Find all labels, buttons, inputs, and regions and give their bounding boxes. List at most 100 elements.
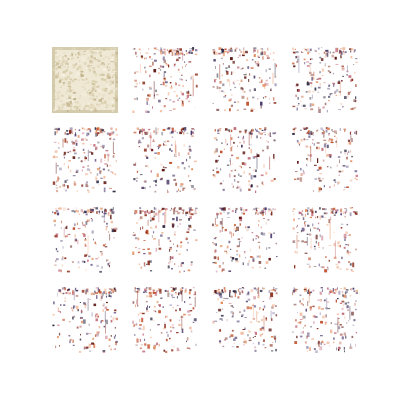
color-streak (73, 290, 75, 301)
noise-speck (113, 53, 116, 57)
color-speck (271, 211, 273, 216)
color-speck (77, 222, 78, 225)
color-speck (144, 343, 147, 346)
color-speck (174, 129, 176, 131)
color-speck (106, 225, 108, 228)
color-speck (298, 211, 302, 214)
color-speck (356, 179, 358, 181)
color-speck (139, 210, 142, 214)
color-speck (64, 138, 67, 143)
color-speck (193, 212, 197, 215)
color-speck (353, 64, 355, 65)
color-speck (169, 161, 173, 164)
color-speck (65, 226, 67, 229)
color-speck (346, 249, 349, 252)
color-speck (54, 131, 57, 136)
color-speck (254, 169, 257, 172)
color-speck (188, 90, 189, 93)
color-speck (158, 49, 160, 52)
color-speck (178, 207, 182, 210)
color-speck (169, 256, 172, 260)
color-speck (252, 209, 254, 211)
color-speck (318, 146, 320, 150)
color-speck (52, 324, 55, 327)
color-speck (351, 78, 354, 82)
color-speck (344, 211, 347, 213)
color-speck (307, 224, 310, 227)
color-streak (62, 138, 64, 148)
color-speck (254, 349, 257, 352)
color-speck (66, 152, 68, 153)
color-speck (260, 212, 263, 215)
noise-speck (64, 55, 66, 57)
color-speck (91, 152, 94, 155)
color-speck (194, 53, 198, 56)
color-speck (261, 48, 263, 50)
color-speck (237, 66, 240, 69)
color-speck (169, 337, 171, 340)
color-streak (112, 141, 114, 154)
noise-speck (115, 76, 118, 79)
color-speck (180, 263, 183, 267)
color-speck (232, 60, 235, 64)
color-speck (228, 49, 230, 51)
noise-speck (96, 73, 98, 76)
color-speck (319, 71, 321, 74)
color-speck (139, 141, 142, 144)
color-speck (167, 189, 168, 191)
color-speck (170, 287, 173, 288)
color-speck (57, 310, 60, 312)
color-speck (112, 190, 116, 193)
color-speck (331, 129, 333, 131)
color-speck (348, 75, 352, 78)
color-speck (111, 132, 114, 135)
color-speck (164, 208, 168, 211)
color-speck (319, 234, 321, 238)
color-speck (248, 183, 251, 186)
color-streak (307, 301, 309, 306)
color-speck (216, 108, 220, 111)
color-speck (175, 292, 177, 294)
color-speck (215, 148, 218, 153)
sample-image (292, 127, 358, 193)
color-speck (170, 294, 174, 297)
color-speck (329, 186, 331, 189)
color-speck (142, 333, 144, 336)
noise-speck (82, 107, 86, 111)
color-speck (52, 155, 56, 159)
color-streak (109, 233, 111, 241)
color-speck (184, 127, 187, 131)
color-speck (108, 231, 110, 233)
noise-speck (54, 57, 58, 59)
color-speck (173, 208, 176, 211)
noise-speck (91, 65, 93, 67)
color-speck (327, 87, 331, 90)
noise-speck (106, 84, 109, 88)
color-speck (154, 291, 158, 296)
color-speck (186, 337, 189, 341)
noise-speck (61, 104, 64, 107)
color-streak (150, 132, 152, 148)
color-speck (57, 177, 59, 182)
color-speck (255, 238, 257, 240)
noise-speck (91, 90, 93, 93)
noise-speck (52, 100, 55, 102)
color-streak (137, 291, 139, 307)
color-speck (325, 50, 328, 52)
color-speck (337, 181, 340, 184)
color-speck (111, 292, 113, 294)
color-speck (215, 249, 217, 251)
color-speck (190, 76, 193, 80)
color-speck (219, 229, 221, 233)
color-speck (72, 339, 74, 343)
color-speck (247, 298, 251, 301)
color-speck (80, 333, 81, 336)
color-speck (153, 319, 155, 322)
color-speck (335, 299, 337, 303)
color-speck (222, 261, 224, 265)
color-speck (295, 319, 297, 322)
color-speck (355, 174, 358, 178)
noise-speck (82, 103, 85, 105)
color-speck (54, 235, 57, 238)
color-streak (336, 137, 338, 148)
